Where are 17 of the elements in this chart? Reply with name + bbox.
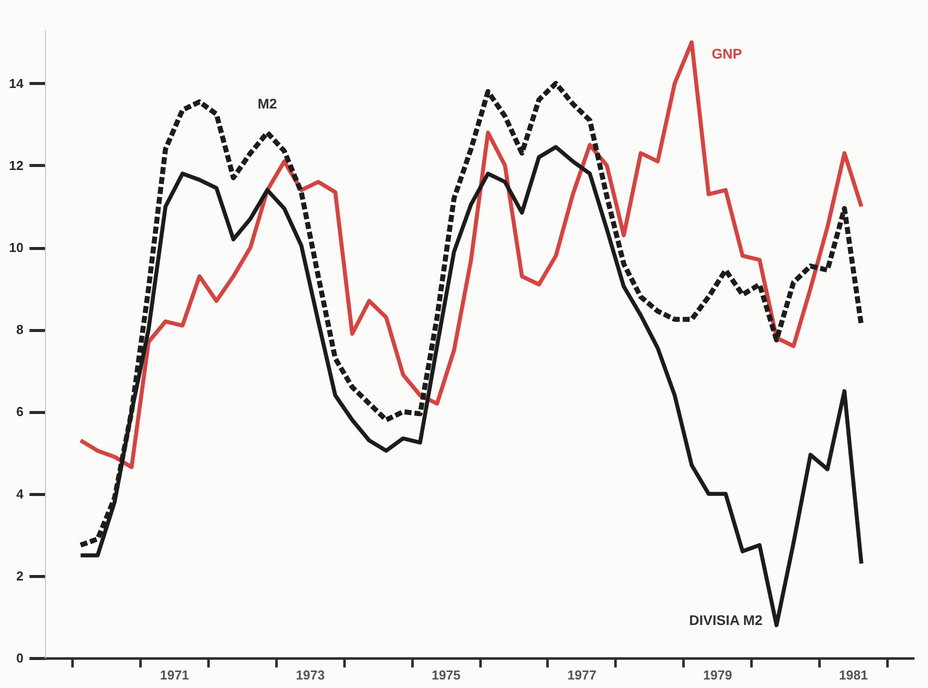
x-tick-label: 1979 [703,668,732,682]
y-tick-label: 6 [16,404,24,420]
y-tick-label: 2 [16,568,24,584]
y-tick-label: 8 [16,322,24,338]
series-label: M2 [258,96,278,112]
y-tick-label: 10 [9,240,24,256]
y-tick-label: 0 [16,650,24,666]
y-tick-label: 14 [9,76,24,91]
x-tick-label: 1971 [160,668,189,682]
series-label: GNP [712,45,742,62]
x-tick-label: 1973 [296,668,325,682]
series-label: DIVISIA M2 [689,612,763,628]
y-tick-label: 12 [9,158,24,173]
x-tick-label: 1981 [838,668,868,682]
y-tick-label: 4 [16,486,24,502]
x-tick-label: 1975 [432,668,461,682]
x-tick-label: 1977 [567,668,596,682]
